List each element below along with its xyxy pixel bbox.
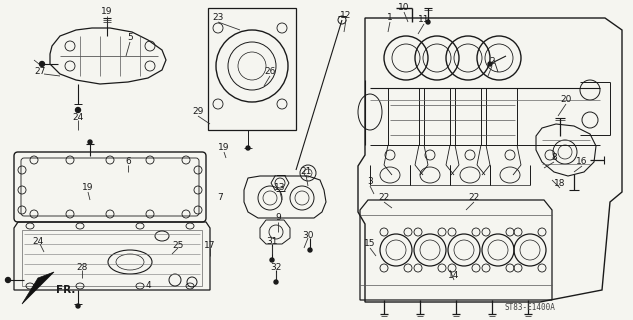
Text: 16: 16 (576, 157, 588, 166)
Text: 2: 2 (489, 58, 495, 67)
Text: 22: 22 (379, 194, 390, 203)
Text: 19: 19 (101, 7, 113, 17)
Text: 27: 27 (34, 68, 46, 76)
Text: 13: 13 (274, 183, 285, 193)
Text: FR.: FR. (56, 285, 76, 295)
Text: 19: 19 (218, 143, 230, 153)
Text: 15: 15 (364, 239, 376, 249)
Text: 17: 17 (204, 242, 216, 251)
Text: 14: 14 (448, 271, 460, 281)
Text: ST83-E1400A: ST83-E1400A (505, 303, 555, 313)
Text: 29: 29 (192, 108, 204, 116)
Text: 9: 9 (275, 213, 281, 222)
Text: 26: 26 (265, 68, 276, 76)
Circle shape (75, 108, 80, 113)
Text: 23: 23 (212, 13, 223, 22)
Text: 32: 32 (270, 263, 282, 273)
Text: 8: 8 (551, 154, 557, 163)
Text: 4: 4 (145, 282, 151, 291)
Circle shape (270, 258, 274, 262)
Text: 10: 10 (398, 4, 410, 12)
Text: 21: 21 (300, 167, 311, 177)
Text: 19: 19 (82, 183, 94, 193)
Text: 28: 28 (77, 263, 88, 273)
Text: 3: 3 (367, 178, 373, 187)
Polygon shape (22, 272, 54, 304)
Text: 24: 24 (72, 114, 84, 123)
Text: 6: 6 (125, 157, 131, 166)
Text: 11: 11 (418, 15, 430, 25)
Text: 25: 25 (172, 242, 184, 251)
Text: 12: 12 (341, 12, 352, 20)
Text: 1: 1 (387, 13, 393, 22)
Text: 5: 5 (127, 34, 133, 43)
Circle shape (39, 61, 44, 67)
Circle shape (274, 280, 278, 284)
Circle shape (88, 140, 92, 144)
Circle shape (246, 146, 250, 150)
Text: 30: 30 (302, 231, 314, 241)
Circle shape (6, 277, 11, 283)
Circle shape (426, 20, 430, 24)
Text: 31: 31 (266, 237, 278, 246)
Text: 22: 22 (468, 194, 480, 203)
Text: 18: 18 (555, 180, 566, 188)
Circle shape (76, 304, 80, 308)
Text: 7: 7 (217, 194, 223, 203)
Text: 24: 24 (32, 237, 44, 246)
Text: 20: 20 (560, 95, 572, 105)
Circle shape (308, 248, 312, 252)
Circle shape (488, 62, 492, 66)
